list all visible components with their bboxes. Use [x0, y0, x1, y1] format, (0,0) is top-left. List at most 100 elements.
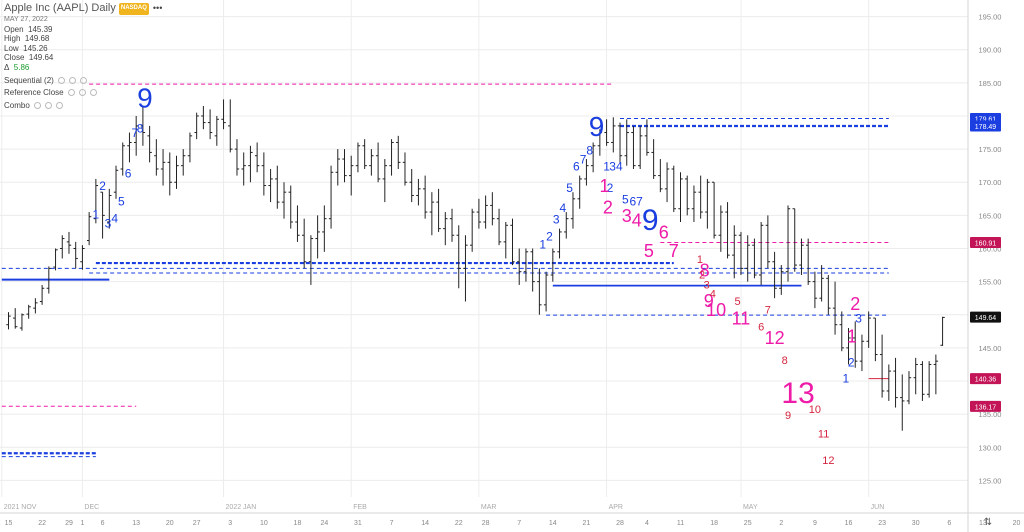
month-label: MAR	[481, 504, 497, 511]
price-tag-label: 160.91	[975, 240, 997, 247]
td-count-label: 3	[855, 312, 862, 326]
close-icon[interactable]	[55, 102, 63, 110]
td-count-label: 5	[566, 181, 573, 195]
day-label: 21	[583, 520, 591, 527]
chart-date: MAY 27, 2022	[4, 16, 48, 23]
day-label: 14	[549, 520, 557, 527]
td-count-label: 4	[632, 211, 642, 231]
eye-icon[interactable]	[57, 76, 65, 84]
td-count-label: 1	[847, 327, 857, 347]
day-label: 28	[482, 520, 490, 527]
price-tag	[970, 236, 1001, 248]
day-label: 16	[845, 520, 853, 527]
price-tag-label: 136.17	[975, 404, 997, 411]
td-count-label: 3	[622, 206, 632, 226]
day-label: 31	[354, 520, 362, 527]
price-tag	[970, 400, 1001, 412]
td-count-label: 8	[700, 260, 710, 280]
day-label: 10	[260, 520, 268, 527]
day-label: 13	[979, 520, 987, 527]
td-count-label: 4	[111, 212, 118, 226]
td-count-label: 2	[99, 179, 106, 193]
more-dots-icon[interactable]: •••	[152, 3, 163, 13]
exchange-badge: NASDAQ	[118, 3, 149, 15]
y-tick-label: 130.00	[979, 443, 1002, 452]
close-icon[interactable]	[89, 89, 97, 97]
price-tag	[970, 120, 1001, 132]
td-count-label: 3	[105, 216, 112, 230]
day-label: 18	[294, 520, 302, 527]
td-count-label: 2	[607, 181, 614, 195]
y-tick-label: 195.00	[979, 13, 1002, 22]
day-label: 29	[65, 520, 73, 527]
td-count-label: 1	[603, 159, 610, 173]
swap-arrows-icon[interactable]: ⇅	[984, 517, 992, 528]
ohlc-open: Open 145.39	[4, 24, 53, 34]
ohlc-high: High 149.68	[4, 34, 50, 44]
day-label: 6	[947, 520, 951, 527]
td-count-label: 1	[93, 208, 100, 222]
day-label: 13	[132, 520, 140, 527]
settings-icon[interactable]	[44, 102, 52, 110]
td-count-label: 13	[781, 377, 814, 410]
td-count-label: 5	[622, 192, 629, 206]
month-label: APR	[609, 504, 623, 511]
grid-lines	[0, 0, 968, 497]
day-label: 6	[101, 520, 105, 527]
td-count-label: 9	[642, 204, 659, 237]
eye-icon[interactable]	[67, 89, 75, 97]
indicator-sequential[interactable]: Sequential (2)	[4, 76, 162, 86]
td-count-label: 3	[704, 279, 710, 291]
td-count-label: 5	[118, 194, 125, 208]
day-label: 24	[320, 520, 328, 527]
td-count-label: 12	[765, 328, 785, 348]
td-count-label: 8	[137, 122, 144, 136]
close-icon[interactable]	[79, 76, 87, 84]
y-tick-label: 155.00	[979, 278, 1002, 287]
td-count-label: 8	[782, 355, 788, 367]
td-count-label: 12	[822, 455, 834, 467]
td-count-label: 6	[573, 159, 580, 173]
td-count-label: 6	[659, 223, 669, 243]
day-label: 1	[80, 520, 84, 527]
day-label: 30	[912, 520, 920, 527]
td-count-label: 6	[758, 322, 764, 334]
td-count-label: 2	[603, 197, 613, 217]
month-label: 2022 JAN	[226, 504, 257, 511]
month-label: 2021 NOV	[4, 504, 37, 511]
day-label: 3	[228, 520, 232, 527]
td-count-label: 3	[553, 212, 560, 226]
price-bars	[6, 99, 945, 431]
eye-icon[interactable]	[33, 102, 41, 110]
td-count-label: 11	[818, 428, 829, 440]
day-label: 22	[38, 520, 46, 527]
td-count-label: 1	[842, 371, 849, 385]
chart-info-panel: Apple Inc (AAPL) Daily NASDAQ ••• MAY 27, …	[4, 2, 162, 110]
day-label: 20	[1013, 520, 1021, 527]
td-count-label: 34	[609, 159, 623, 173]
td-count-label: 8	[586, 143, 593, 157]
td-count-label: 6	[125, 167, 132, 181]
td-count-label: 9	[137, 82, 153, 113]
settings-icon[interactable]	[78, 89, 86, 97]
ohlc-change: Δ 5.86	[4, 62, 30, 72]
td-count-label: 1	[697, 254, 703, 266]
indicator-reference-close[interactable]: Reference Close	[4, 88, 162, 98]
settings-icon[interactable]	[68, 76, 76, 84]
td-count-label: 7	[765, 304, 771, 316]
y-tick-label: 160.00	[979, 245, 1002, 254]
day-label: 20	[166, 520, 174, 527]
td-count-label: 4	[560, 201, 567, 215]
price-tag-label: 178.49	[975, 124, 997, 131]
day-label: 9	[813, 520, 817, 527]
y-tick-label: 135.00	[979, 410, 1002, 419]
ohlc-close: Close 149.64	[4, 53, 54, 63]
td-count-label: 7	[580, 153, 587, 167]
td-count-label: 10	[706, 300, 726, 320]
day-label: 4	[645, 520, 649, 527]
indicator-combo[interactable]: Combo	[4, 101, 162, 111]
price-tag-label: 179.61	[975, 117, 997, 124]
y-tick-label: 190.00	[979, 46, 1002, 55]
day-label: 2	[779, 520, 783, 527]
